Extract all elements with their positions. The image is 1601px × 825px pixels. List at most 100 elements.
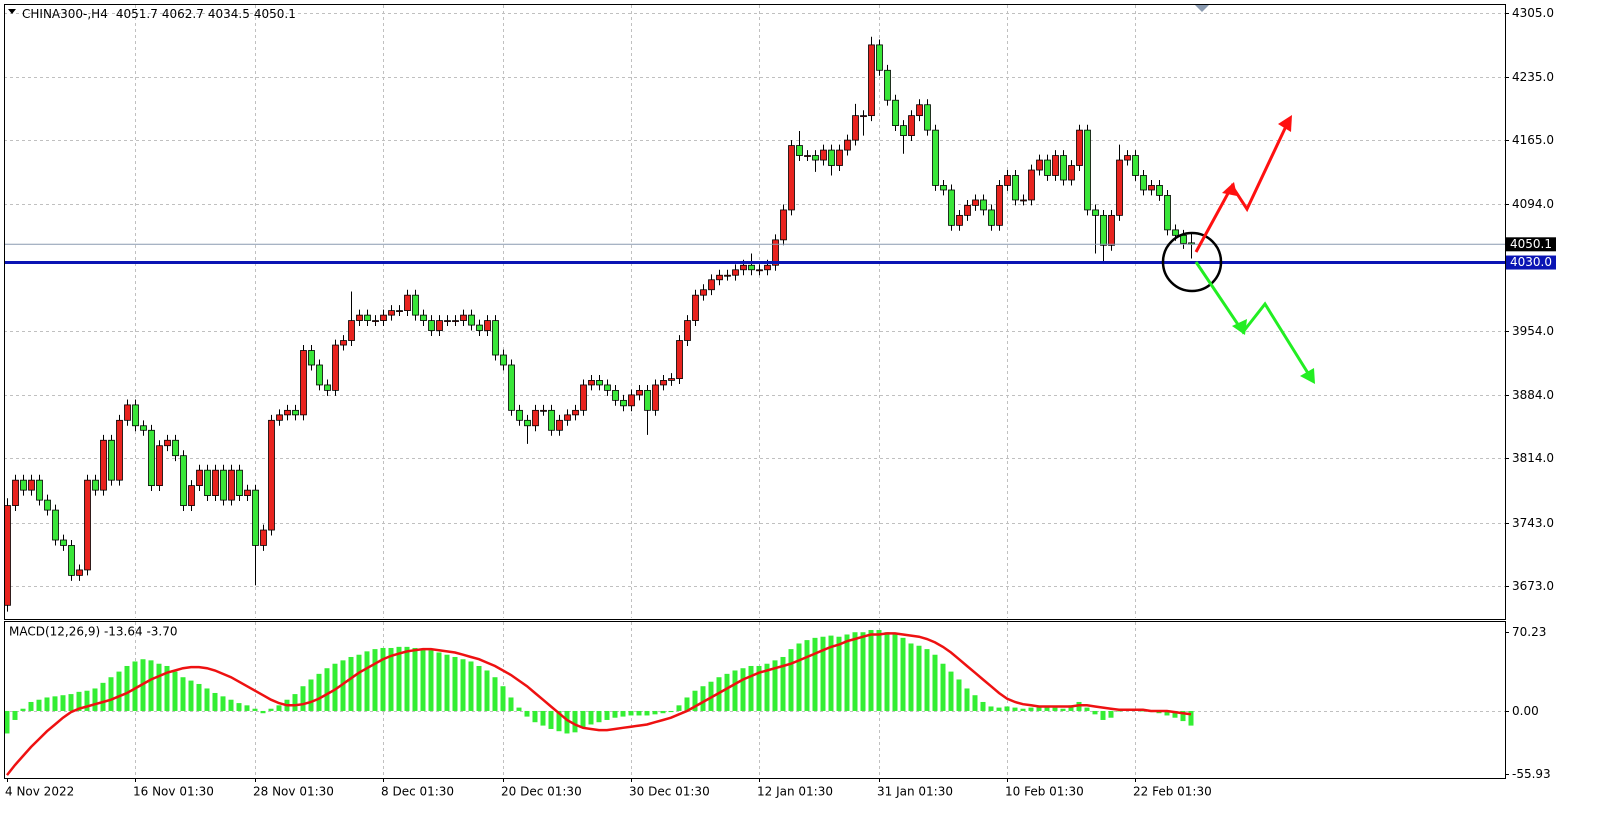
- candle-body: [724, 274, 731, 277]
- macd-bar: [772, 660, 778, 711]
- menu-triangle[interactable]: [8, 9, 16, 14]
- candle-body: [700, 289, 707, 296]
- y-tick-label: 3673.0: [1512, 579, 1554, 593]
- candle-body: [356, 314, 363, 321]
- macd-bar: [300, 686, 306, 711]
- x-tick-label: 22 Feb 01:30: [1133, 785, 1212, 799]
- macd-bar: [212, 692, 218, 711]
- candle-body: [436, 320, 443, 331]
- macd-bar: [860, 632, 866, 711]
- x-tick-label: 8 Dec 01:30: [381, 785, 454, 799]
- macd-bar: [660, 710, 666, 714]
- macd-bar: [44, 697, 50, 711]
- candle-body: [36, 479, 43, 501]
- macd-tick-label: 0.00: [1512, 704, 1539, 718]
- macd-bar: [1084, 707, 1090, 711]
- macd-bar: [1020, 708, 1026, 711]
- candle-body: [788, 145, 795, 211]
- macd-bar: [1164, 710, 1170, 716]
- macd-bar: [932, 654, 938, 711]
- macd-bar: [788, 649, 794, 711]
- candle-body: [428, 320, 435, 331]
- y-tick-label: 4165.0: [1512, 133, 1554, 147]
- candle-body: [396, 310, 403, 312]
- macd-bar: [1044, 706, 1050, 711]
- candle-body: [636, 389, 643, 396]
- candle-body: [956, 214, 963, 226]
- candle-body: [420, 314, 427, 321]
- candle-body: [364, 314, 371, 321]
- macd-bar: [612, 710, 618, 718]
- candle-body: [228, 469, 235, 501]
- candle-body: [732, 269, 739, 276]
- macd-bar: [540, 710, 546, 726]
- candle-body: [1124, 155, 1131, 161]
- candle-body: [892, 99, 899, 127]
- macd-bar: [924, 649, 930, 711]
- candle-body: [964, 205, 971, 216]
- macd-bar: [740, 668, 746, 711]
- candle-body: [156, 445, 163, 487]
- macd-bar: [668, 710, 674, 713]
- candle-body: [468, 314, 475, 326]
- candle-body: [68, 545, 75, 576]
- candle-body: [92, 479, 99, 491]
- macd-bar: [836, 636, 842, 711]
- bullish-arrow: [1194, 121, 1290, 253]
- macd-bar: [812, 637, 818, 711]
- candle-body: [684, 320, 691, 341]
- candle-body: [620, 399, 627, 407]
- macd-bar: [4, 710, 10, 734]
- candle-body: [1044, 159, 1051, 176]
- candle-body: [540, 409, 547, 412]
- macd-bar: [452, 656, 458, 711]
- x-tick-label: 20 Dec 01:30: [501, 785, 582, 799]
- macd-tick-label: 70.23: [1512, 625, 1546, 639]
- x-tick-label: 30 Dec 01:30: [629, 785, 710, 799]
- candle-body: [972, 199, 979, 206]
- y-tick-label: 3814.0: [1512, 451, 1554, 465]
- y-tick-label: 4305.0: [1512, 6, 1554, 20]
- macd-bar: [524, 710, 530, 717]
- macd-bar: [28, 701, 34, 711]
- macd-bar: [652, 710, 658, 715]
- candle-body: [596, 380, 603, 386]
- macd-bar: [900, 637, 906, 711]
- candle-body: [60, 539, 67, 546]
- candle-body: [916, 104, 923, 117]
- candle-body: [252, 489, 259, 546]
- candle-body: [988, 209, 995, 226]
- candle-body: [476, 324, 483, 331]
- macd-bar: [732, 670, 738, 711]
- shift-marker[interactable]: [1195, 5, 1209, 12]
- candle-body: [676, 340, 683, 380]
- candle-body: [164, 439, 171, 447]
- high-value: 4062.7: [162, 7, 204, 21]
- candle-body: [932, 129, 939, 186]
- macd-bar: [292, 694, 298, 711]
- candle-body: [940, 185, 947, 191]
- macd-bar: [356, 654, 362, 711]
- candle-body: [372, 320, 379, 322]
- candle-body: [548, 409, 555, 431]
- macd-bar: [380, 647, 386, 711]
- candle-body: [1108, 214, 1115, 246]
- macd-bar: [340, 660, 346, 711]
- candle-body: [764, 264, 771, 271]
- candle-body: [948, 189, 955, 226]
- macd-bar: [228, 699, 234, 711]
- price-label-box: [1506, 237, 1556, 252]
- macd-bar: [556, 710, 562, 732]
- x-tick-label: 10 Feb 01:30: [1005, 785, 1084, 799]
- macd-bar: [484, 670, 490, 711]
- candle-body: [140, 425, 147, 431]
- macd-bar: [532, 710, 538, 723]
- macd-bar: [164, 665, 170, 711]
- macd-bar: [972, 695, 978, 711]
- macd-bar: [100, 682, 106, 711]
- candle-body: [388, 310, 395, 316]
- candle-body: [1068, 165, 1075, 181]
- macd-bar: [1036, 706, 1042, 711]
- candle-body: [1156, 185, 1163, 196]
